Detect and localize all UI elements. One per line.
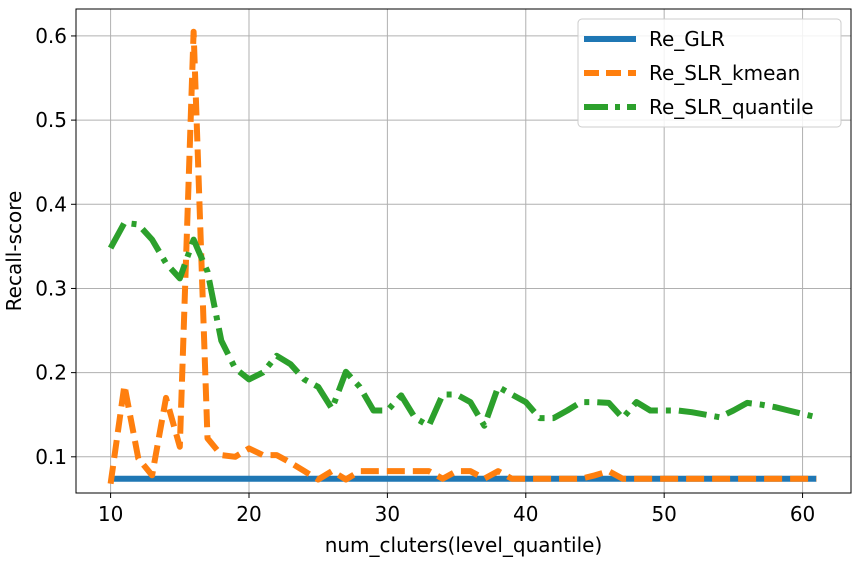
x-tick-label: 10 bbox=[98, 502, 123, 526]
series-layer bbox=[107, 28, 818, 485]
series-line-re-slr-kmean bbox=[107, 28, 817, 485]
x-axis-label: num_cluters(level_quantile) bbox=[325, 533, 603, 557]
y-tick-label: 0.4 bbox=[35, 192, 67, 216]
y-tick-label: 0.6 bbox=[35, 24, 67, 48]
tick-layer: 10 20 30 40 50 60 0.1 0.2 0.3 0.4 0.5 0.6 bbox=[35, 24, 815, 526]
y-tick-label: 0.1 bbox=[35, 445, 67, 469]
y-tick-label: 0.2 bbox=[35, 361, 67, 385]
y-axis-label: Recall-score bbox=[2, 191, 26, 312]
y-tick-label: 0.5 bbox=[35, 108, 67, 132]
x-tick-label: 60 bbox=[790, 502, 815, 526]
plot-frame bbox=[75, 8, 852, 494]
legend-label: Re_GLR bbox=[649, 27, 725, 51]
x-tick-label: 30 bbox=[375, 502, 400, 526]
x-tick-label: 40 bbox=[513, 502, 538, 526]
legend-label: Re_SLR_kmean bbox=[649, 61, 800, 85]
x-tick-label: 50 bbox=[651, 502, 676, 526]
legend-box bbox=[577, 18, 842, 128]
y-tick-label: 0.3 bbox=[35, 276, 67, 300]
legend-label: Re_SLR_quantile bbox=[649, 95, 814, 119]
series-line-re-slr-quantile bbox=[107, 219, 818, 429]
x-tick-label: 20 bbox=[236, 502, 261, 526]
legend: Re_GLR Re_SLR_kmean Re_SLR_quantile bbox=[577, 18, 842, 128]
